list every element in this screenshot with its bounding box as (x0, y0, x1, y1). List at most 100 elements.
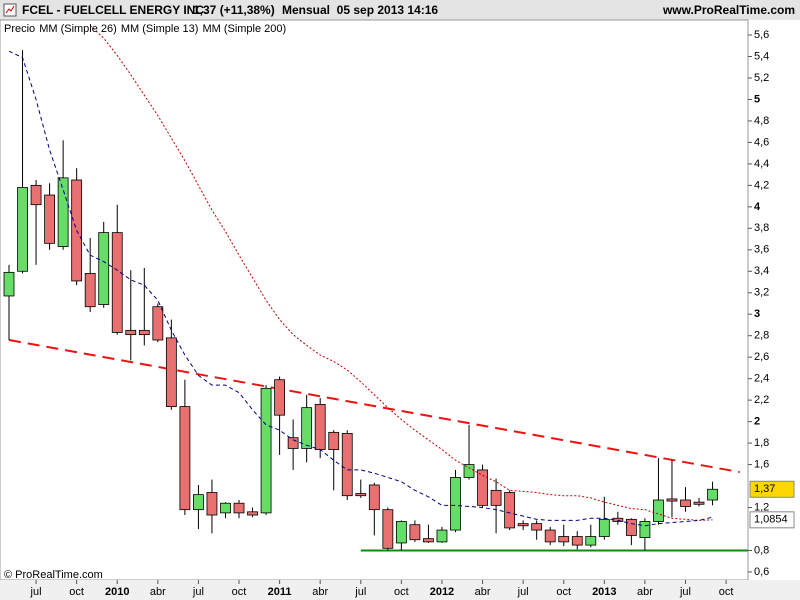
candle-body (436, 529, 448, 543)
candle-body (193, 494, 204, 511)
y-tick-label: 5,2 (754, 72, 769, 84)
candle-body (111, 232, 123, 333)
moving-average (8, 50, 713, 527)
moving-average (89, 25, 713, 521)
y-tick-label: 3,6 (754, 244, 769, 256)
y-tick-label: 4,6 (754, 136, 769, 148)
y-tick-label: 2,8 (754, 330, 769, 342)
candle-body (409, 524, 421, 541)
x-tick-label: jul (30, 586, 42, 598)
x-tick-label: jul (354, 586, 366, 598)
y-tick-label: 2,2 (754, 394, 769, 406)
candle-body (125, 329, 137, 336)
y-tick-label: 4,8 (754, 115, 769, 127)
y-tick-label: 3 (754, 308, 760, 320)
candle-body (558, 536, 570, 543)
candle-body (179, 406, 191, 511)
candle-body (287, 437, 299, 449)
y-tick-label: 1,8 (754, 437, 769, 449)
candle-body (274, 379, 286, 416)
y-tick-label: 4,4 (754, 158, 769, 170)
x-tick-label: 2012 (430, 586, 454, 598)
candle-body (341, 433, 353, 497)
y-tick-label: 2 (754, 416, 760, 428)
x-tick-label: jul (679, 586, 691, 598)
candle-body (301, 407, 313, 449)
x-tick-label: abr (312, 586, 328, 598)
y-tick-label: 0,6 (754, 566, 769, 578)
y-tick-label: 5,6 (754, 29, 769, 41)
candle-body (138, 329, 150, 336)
value-label: 1,37 (754, 483, 775, 495)
y-tick-label: 5,4 (754, 50, 769, 62)
y-tick-label: 1,2 (754, 501, 769, 513)
candle-body (639, 521, 651, 538)
value-label: 1,0854 (754, 514, 788, 526)
candle-body (247, 511, 258, 516)
candle-body (490, 489, 502, 506)
y-tick-label: 5 (754, 93, 760, 105)
plot: 0,6 0,8 1,2 1,6 1,8 2 2,2 2,4 2,6 2,8 3 3,2 3,4 3,6 3,… (3, 25, 795, 598)
candle-body (30, 184, 42, 206)
candle-body (355, 493, 367, 497)
x-tick-label: oct (69, 586, 84, 598)
value-label-box (749, 480, 795, 498)
y-tick-label: 1,6 (754, 458, 769, 470)
x-tick-label: oct (394, 586, 409, 598)
candle-body (517, 523, 529, 527)
x-tick-label: jul (517, 586, 529, 598)
candle-body (680, 499, 691, 507)
candle-body (152, 306, 164, 341)
legend-entry: MM (Simple 26) (39, 23, 117, 35)
candle-body (57, 177, 69, 247)
candle-body (233, 502, 245, 514)
legend-entry: MM (Simple 13) (121, 23, 199, 35)
source: www.ProRealTime.com (662, 3, 795, 17)
candle-body (477, 469, 488, 506)
candle-body (463, 464, 475, 478)
y-tick-label: 0,8 (754, 544, 769, 556)
y-tick-label: 4,2 (754, 179, 769, 191)
x-tick-label: abr (637, 586, 653, 598)
candle-body (3, 271, 15, 297)
trendline (8, 339, 740, 474)
candle-body (206, 492, 218, 516)
legend-entry: MM (Simple 200) (202, 23, 286, 35)
y-tick-label: 3,8 (754, 222, 769, 234)
candle-body (44, 194, 55, 244)
candle-body (450, 477, 461, 531)
value-label-box (749, 511, 795, 529)
candle-body (653, 499, 664, 522)
candle-body (504, 492, 516, 529)
candle-body (17, 187, 28, 272)
candle-body (625, 518, 637, 536)
x-tick-label: 2013 (592, 586, 616, 598)
candle-body (395, 521, 407, 544)
x-tick-label: jul (192, 586, 204, 598)
candle-body (571, 536, 583, 546)
candle-body (707, 488, 718, 501)
x-tick-label: oct (232, 586, 247, 598)
candle-body (585, 536, 597, 546)
candle-body (98, 232, 110, 305)
candle-body (531, 523, 543, 531)
candle-body (220, 502, 231, 514)
candle-body (598, 518, 610, 537)
y-tick-label: 4 (754, 201, 761, 213)
candle-body (165, 337, 177, 407)
x-tick-label: oct (719, 586, 734, 598)
y-tick-label: 2,4 (754, 373, 769, 385)
x-axis-bar (0, 580, 800, 600)
price-change: 1,37 (+11,38%) (193, 3, 275, 17)
candle-body (260, 387, 272, 514)
chart-title: FCEL - FUELCELL ENERGY INC. (22, 3, 207, 17)
candle-body (544, 529, 556, 543)
period: Mensual 05 sep 2013 14:16 (282, 3, 438, 17)
candle-body (368, 484, 380, 511)
candle-body (382, 509, 394, 549)
y-tick-label: 3,4 (754, 265, 769, 277)
footer: © ProRealTime.com (4, 569, 103, 581)
candle-body (423, 538, 434, 543)
x-tick-label: abr (150, 586, 166, 598)
